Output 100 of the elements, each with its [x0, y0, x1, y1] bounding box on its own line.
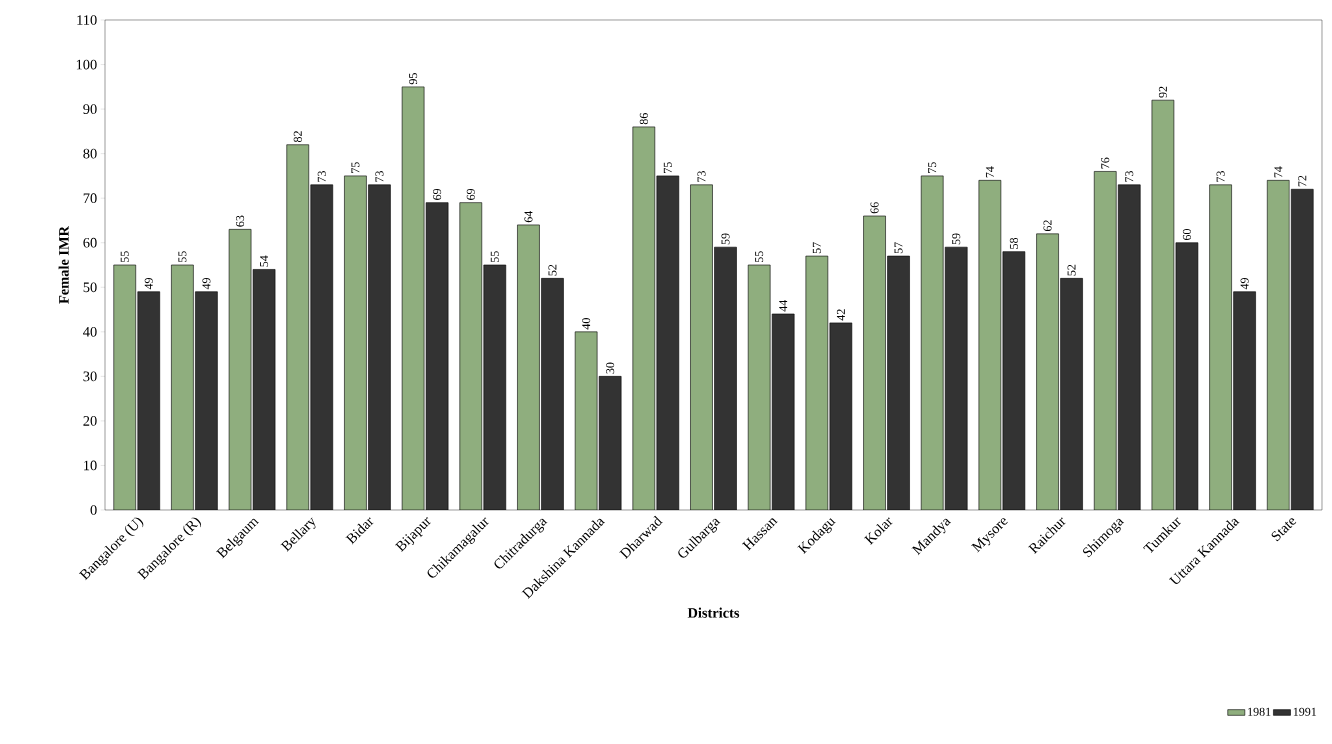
y-tick-label: 10	[84, 460, 97, 471]
data-label: 73	[1216, 171, 1225, 182]
data-label: 74	[985, 166, 994, 178]
bar	[1233, 291, 1256, 510]
data-label: 55	[178, 251, 187, 263]
y-tick-label: 40	[83, 326, 97, 337]
bar	[632, 126, 655, 510]
data-label: 92	[1158, 86, 1167, 98]
data-label: 57	[894, 242, 903, 254]
data-label: 73	[375, 171, 384, 182]
bar	[368, 184, 391, 510]
data-label: 52	[1067, 264, 1076, 276]
data-label: 75	[663, 162, 672, 173]
data-label: 74	[1274, 166, 1283, 178]
data-label: 59	[952, 233, 961, 245]
bar	[113, 265, 136, 510]
bar	[978, 180, 1001, 510]
bar	[195, 291, 218, 510]
data-label: 49	[1240, 278, 1249, 290]
data-label: 73	[317, 171, 326, 182]
bar	[459, 202, 482, 510]
bar	[253, 269, 276, 510]
data-label: 86	[639, 113, 648, 125]
y-tick-label: 100	[76, 59, 97, 70]
bar	[1266, 180, 1290, 510]
y-tick-label: 60	[83, 237, 97, 248]
bar	[1290, 188, 1314, 510]
y-tick-label: 30	[83, 371, 97, 382]
x-tick-label: State	[1271, 518, 1297, 542]
bar	[772, 314, 795, 510]
data-label: 63	[236, 215, 245, 227]
bar	[171, 265, 194, 510]
data-label: 40	[582, 318, 591, 330]
legend-label: 1981	[1248, 707, 1271, 716]
y-tick-label: 50	[83, 282, 97, 293]
data-label: 76	[1101, 157, 1110, 169]
bar	[1002, 251, 1025, 510]
data-label: 57	[812, 242, 821, 254]
data-label: 49	[144, 278, 153, 290]
bar	[805, 256, 828, 510]
bar	[517, 224, 540, 510]
bar	[1175, 242, 1198, 510]
data-label: 58	[1009, 237, 1018, 249]
bar	[714, 247, 737, 510]
bar	[1060, 278, 1083, 510]
y-axis-title: Female IMR	[58, 225, 69, 304]
data-label: 59	[721, 233, 730, 245]
data-label: 60	[1182, 228, 1191, 241]
data-label: 62	[1043, 220, 1052, 232]
data-label: 30	[606, 362, 615, 374]
data-label: 55	[755, 251, 764, 263]
bar	[541, 278, 564, 510]
bar	[229, 229, 252, 510]
bar	[945, 247, 968, 510]
bar	[690, 184, 713, 510]
bar	[344, 175, 367, 510]
data-label: 69	[466, 188, 475, 200]
bar	[310, 184, 333, 510]
data-label: 73	[1125, 171, 1134, 182]
bar	[1209, 184, 1232, 510]
bar	[1094, 171, 1117, 510]
bar	[863, 215, 886, 510]
data-label: 44	[779, 299, 788, 312]
data-label: 75	[351, 162, 360, 173]
data-label: 52	[548, 264, 557, 276]
legend-label: 1991	[1293, 707, 1317, 716]
y-tick-label: 80	[83, 148, 97, 159]
bar	[137, 291, 160, 510]
bar	[286, 144, 309, 510]
bar	[656, 175, 679, 510]
bar	[599, 376, 622, 510]
data-label: 73	[697, 171, 706, 182]
y-tick-label: 110	[77, 15, 97, 25]
x-axis-title: Districts	[687, 607, 740, 618]
data-label: 72	[1298, 175, 1307, 187]
data-label: 66	[870, 202, 879, 214]
bar	[921, 175, 944, 510]
y-tick-label: 70	[83, 193, 97, 204]
bar	[748, 265, 771, 510]
data-label: 55	[490, 251, 499, 263]
bar	[1151, 100, 1174, 510]
data-label: 95	[409, 73, 418, 85]
data-label: 75	[928, 162, 937, 173]
data-label: 64	[524, 210, 533, 223]
data-label: 82	[293, 131, 302, 143]
bar	[829, 322, 852, 510]
bar	[575, 331, 598, 510]
data-label: 69	[433, 188, 442, 200]
y-tick-label: 20	[83, 416, 97, 426]
data-label: 42	[836, 309, 845, 321]
data-label: 55	[120, 251, 129, 263]
data-label: 54	[260, 255, 269, 267]
bar	[426, 202, 449, 510]
bar	[483, 265, 506, 510]
bar	[1036, 233, 1059, 510]
y-tick-label: 90	[83, 104, 97, 114]
bar	[402, 86, 425, 510]
bar	[1118, 184, 1141, 510]
bar	[887, 256, 910, 510]
y-tick-label: 0	[90, 505, 97, 515]
